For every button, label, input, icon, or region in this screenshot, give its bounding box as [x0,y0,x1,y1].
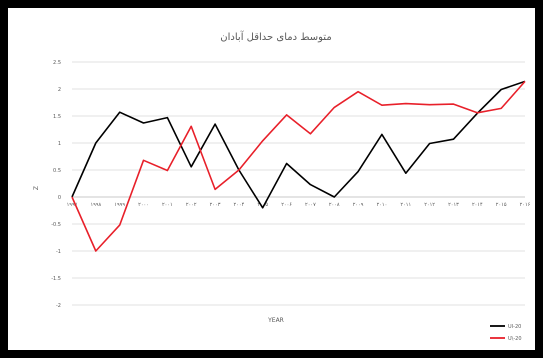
x-tick-label: ۲۰۰۷ [305,202,316,208]
x-tick-label: ۲۰۰۸ [329,202,340,208]
y-axis-ticks: 2.5 2 1.5 1 0.5 0 -0.5 -1 -1.5 -2 [51,60,61,309]
y-tick-label: 2.5 [53,60,61,66]
x-tick-label: ۲۰۱۴ [472,202,483,208]
x-tick-label: ۱۹۹۹ [114,202,125,208]
x-tick-label: ۲۰۱۲ [424,202,435,208]
y-tick-label: -1 [56,249,61,255]
chart-title: متوسط دمای حداقل آبادان [220,30,331,43]
y-tick-label: -2 [56,303,61,309]
x-tick-label: ۲۰۰۳ [210,202,221,208]
x-tick-label: ۲۰۰۰ [138,202,149,208]
y-tick-label: 1.5 [53,114,61,120]
y-axis-label: Z [33,186,40,190]
gridlines [72,61,525,306]
x-tick-label: ۲۰۱۶ [520,202,531,208]
x-tick-label: ۲۰۰۵ [257,202,268,208]
x-axis-label: YEAR [267,317,284,324]
series-line [71,80,526,252]
legend-label: UI-20 [508,324,521,330]
legend-label: U\-20 [508,336,522,342]
x-tick-label: ۲۰۱۵ [496,202,507,208]
x-tick-label: ۲۰۰۴ [234,202,245,208]
legend: UI-20 U\-20 [490,324,522,342]
y-tick-label: 0 [58,195,61,201]
y-tick-label: 1 [58,141,61,147]
x-tick-label: ۲۰۱۰ [377,202,388,208]
y-tick-label: -1.5 [51,276,61,282]
series-line [71,80,526,209]
x-axis-ticks: ۱۹۹۷ ۱۹۹۸ ۱۹۹۹ ۲۰۰۰ ۲۰۰۱ ۲۰۰۲ ۲۰۰۳ ۲۰۰۴ ۲۰۰۵ ۲۰۰۶… [67,202,531,208]
y-tick-label: 2 [58,87,61,93]
series-lines [71,80,526,252]
x-tick-label: ۲۰۰۶ [281,202,292,208]
x-tick-label: ۲۰۱۳ [448,202,459,208]
x-tick-label: ۱۹۹۷ [67,202,78,208]
line-chart: متوسط دمای حداقل آبادان 2.5 2 1.5 1 0.5 0 -0.5… [33,30,531,342]
chart-frame: متوسط دمای حداقل آبادان 2.5 2 1.5 1 0.5 0 -0.5… [8,8,535,350]
x-tick-label: ۲۰۰۱ [162,202,173,208]
x-tick-label: ۲۰۱۱ [400,202,411,208]
x-tick-label: ۲۰۰۲ [186,202,197,208]
y-tick-label: 0.5 [53,168,61,174]
y-tick-label: -0.5 [51,222,61,228]
x-tick-label: ۱۹۹۸ [90,202,101,208]
x-tick-label: ۲۰۰۹ [353,202,364,208]
